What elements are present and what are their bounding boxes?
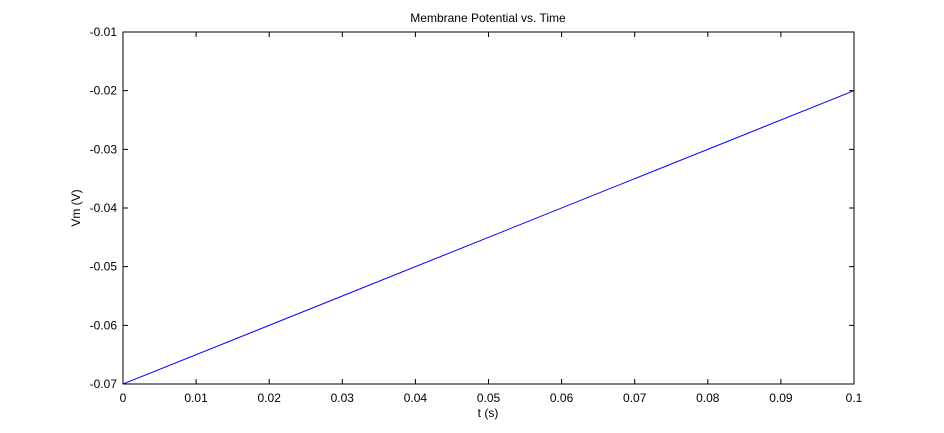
x-tick-label: 0.03 (331, 391, 355, 405)
y-tick-label: -0.01 (90, 25, 118, 39)
x-tick-label: 0 (120, 391, 127, 405)
x-tick-label: 0.02 (258, 391, 282, 405)
chart-title: Membrane Potential vs. Time (410, 11, 566, 25)
y-axis-ticks: -0.07 -0.06 -0.05 -0.04 -0.03 -0.02 -0.01 (90, 25, 854, 391)
x-tick-label: 0.06 (550, 391, 574, 405)
y-tick-label: -0.04 (90, 201, 118, 215)
y-tick-label: -0.07 (90, 377, 118, 391)
x-tick-label: 0.1 (846, 391, 863, 405)
x-tick-label: 0.08 (696, 391, 720, 405)
x-tick-label: 0.07 (623, 391, 647, 405)
x-tick-label: 0.05 (477, 391, 501, 405)
y-tick-label: -0.02 (90, 84, 118, 98)
y-tick-label: -0.03 (90, 142, 118, 156)
x-tick-label: 0.01 (184, 391, 208, 405)
x-axis-ticks: 0 0.01 0.02 0.03 0.04 0.05 0.06 0.07 0.08 0.09 0.1 (120, 32, 863, 405)
series-line (122, 90, 855, 385)
series-layer (122, 90, 855, 385)
axes-box (122, 31, 855, 385)
x-axis-label: t (s) (478, 406, 499, 420)
x-tick-label: 0.09 (769, 391, 793, 405)
x-tick-label: 0.04 (404, 391, 428, 405)
y-tick-label: -0.05 (90, 260, 118, 274)
y-axis-label: Vm (V) (69, 189, 83, 226)
y-tick-label: -0.06 (90, 318, 118, 332)
